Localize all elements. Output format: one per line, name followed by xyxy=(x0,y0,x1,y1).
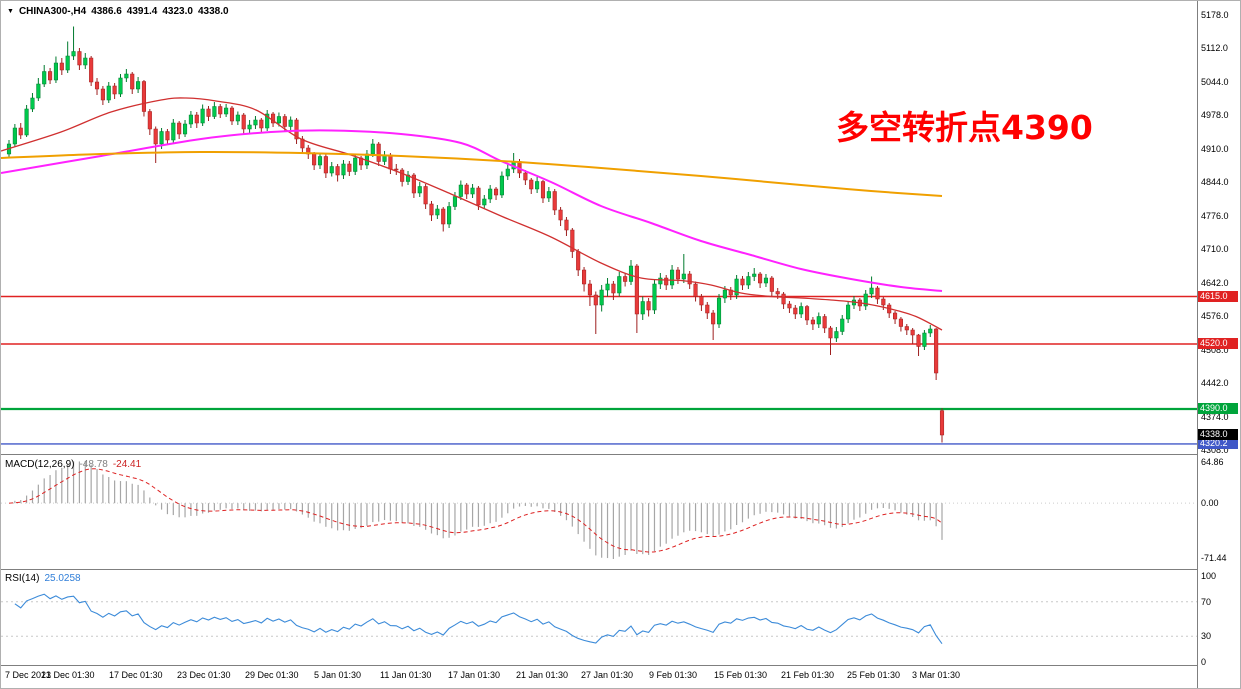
price-axis-label: 5112.0 xyxy=(1201,43,1228,53)
main-chart-canvas[interactable] xyxy=(1,1,1197,454)
time-axis-label: 5 Jan 01:30 xyxy=(314,670,362,680)
time-axis-label: 25 Feb 01:30 xyxy=(847,670,901,680)
title-high-value: 4391.4 xyxy=(126,6,158,17)
panel-separator[interactable] xyxy=(1,665,1240,666)
price-axis-label: 4374.0 xyxy=(1201,412,1229,422)
price-axis-label: 4442.0 xyxy=(1201,378,1229,388)
candles xyxy=(6,26,945,443)
title-close-value: 4338.0 xyxy=(197,6,229,17)
time-axis-label: 17 Dec 01:30 xyxy=(109,670,163,680)
macd-label: MACD(12,26,9) -48.78 -24.41 xyxy=(5,459,146,470)
panel-separator[interactable] xyxy=(1,569,1240,570)
macd-histogram xyxy=(14,461,943,559)
macd-value-main: -48.78 xyxy=(79,459,108,470)
rsi-label: RSI(14) 25.0258 xyxy=(5,573,86,584)
time-axis-label: 21 Feb 01:30 xyxy=(781,670,835,680)
price-tag-4320.2: 4320.2 xyxy=(1198,437,1238,449)
price-tag-4615.0: 4615.0 xyxy=(1198,290,1238,302)
rsi-axis-label: 0 xyxy=(1201,657,1207,667)
time-axis-label: 15 Feb 01:30 xyxy=(714,670,768,680)
ma-mid-line xyxy=(1,129,943,292)
price-tag-4390.0: 4390.0 xyxy=(1198,403,1238,414)
title-open-value: 4386.6 xyxy=(91,6,122,17)
rsi-value: 25.0258 xyxy=(44,573,81,584)
time-axis-label: 9 Feb 01:30 xyxy=(649,670,698,680)
chart-ohlc-title: ▼ CHINA300-,H4 4386.6 4391.4 4323.0 4338.0 xyxy=(7,6,234,17)
panel-separator[interactable] xyxy=(1,454,1240,455)
price-axis[interactable]: 5178.0 5112.0 5044.0 4978.0 4910.0 4844.0 4776… xyxy=(1198,1,1240,688)
rsi-axis-label: 30 xyxy=(1201,631,1212,642)
rsi-name: RSI(14) xyxy=(5,573,40,584)
price-axis-label: 4978.0 xyxy=(1201,110,1229,120)
time-axis-label: 21 Jan 01:30 xyxy=(516,670,569,680)
price-axis-label: 4642.0 xyxy=(1201,278,1229,288)
price-axis-label: 4710.0 xyxy=(1201,244,1229,254)
symbol-dropdown-icon[interactable]: ▼ xyxy=(7,8,14,15)
time-axis-label: 23 Dec 01:30 xyxy=(177,670,231,680)
axis-border xyxy=(1197,1,1198,688)
rsi-axis-label: 70 xyxy=(1201,596,1212,607)
macd-signal-line xyxy=(8,468,943,553)
price-axis-label: 5178.0 xyxy=(1201,10,1229,20)
macd-axis-label: 0.00 xyxy=(1201,498,1219,509)
price-axis-label: 4576.0 xyxy=(1201,311,1229,321)
time-axis-label: 29 Dec 01:30 xyxy=(245,670,299,680)
price-axis-label: 4776.0 xyxy=(1201,211,1229,221)
price-axis-label: 4844.0 xyxy=(1201,177,1229,187)
rsi-axis-label: 100 xyxy=(1201,571,1217,581)
macd-canvas[interactable] xyxy=(1,455,1197,569)
price-axis-label: 4308.0 xyxy=(1201,445,1229,455)
time-axis-label: 27 Jan 01:30 xyxy=(581,670,634,680)
price-axis-label: 4910.0 xyxy=(1201,144,1229,154)
annotation-text[interactable]: 多空转折点4390 xyxy=(836,108,1093,147)
price-axis-label: 5044.0 xyxy=(1201,77,1229,87)
current-price-tag: 4338.0 xyxy=(1198,429,1238,440)
time-axis-label: 13 Dec 01:30 xyxy=(41,670,95,680)
time-axis-label: 17 Jan 01:30 xyxy=(448,670,501,680)
macd-name: MACD(12,26,9) xyxy=(5,459,75,470)
time-axis[interactable]: 7 Dec 2021 13 Dec 01:30 17 Dec 01:30 23 Dec… xyxy=(1,666,1197,688)
ma-fast-line xyxy=(1,97,943,331)
title-low-value: 4323.0 xyxy=(162,6,193,17)
rsi-canvas[interactable] xyxy=(1,570,1197,665)
macd-value-signal: -24.41 xyxy=(112,459,142,470)
time-axis-label: 3 Mar 01:30 xyxy=(912,670,961,680)
price-tag-4520.0: 4520.0 xyxy=(1198,338,1238,349)
macd-axis-label: -71.44 xyxy=(1201,553,1227,563)
macd-axis-label: 64.86 xyxy=(1201,457,1224,467)
time-axis-label: 11 Jan 01:30 xyxy=(380,670,432,680)
rsi-line xyxy=(14,593,943,644)
price-axis-label: 4508.0 xyxy=(1201,345,1229,355)
symbol-label: CHINA300-,H4 xyxy=(18,6,87,17)
time-axis-label: 7 Dec 2021 xyxy=(5,670,52,680)
ma-slow-line xyxy=(1,150,943,197)
